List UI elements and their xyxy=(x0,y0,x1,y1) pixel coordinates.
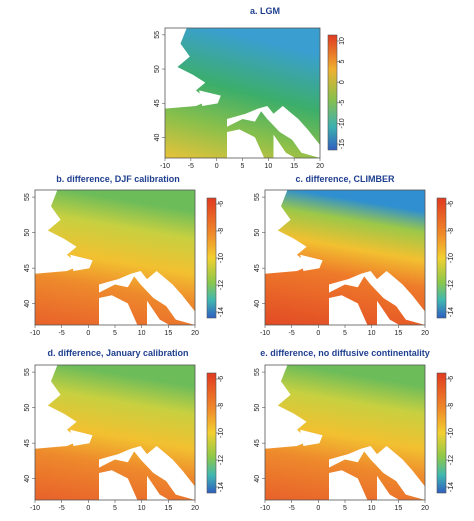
colorbar-label: -14 xyxy=(448,482,455,492)
y-tick-label: 40 xyxy=(254,300,261,308)
x-tick-label: -5 xyxy=(59,330,65,337)
colorbar xyxy=(436,197,447,319)
x-tick-label: 0 xyxy=(316,505,320,512)
x-tick-label: -10 xyxy=(30,505,40,512)
colorbar-label: -8 xyxy=(448,228,455,234)
x-tick-label: 20 xyxy=(191,505,199,512)
x-tick-label: 10 xyxy=(264,163,272,170)
x-tick-label: -5 xyxy=(289,330,295,337)
x-tick-label: -10 xyxy=(260,505,270,512)
x-tick-label: 10 xyxy=(138,330,146,337)
colorbar-label: -8 xyxy=(218,403,225,409)
x-tick-label: 5 xyxy=(343,330,347,337)
x-tick-label: 5 xyxy=(343,505,347,512)
colorbar xyxy=(206,372,217,494)
colorbar-label: -12 xyxy=(448,455,455,465)
y-tick-label: 55 xyxy=(24,368,31,376)
colorbar-label: -6 xyxy=(448,376,455,382)
x-tick-label: 0 xyxy=(215,163,219,170)
x-tick-label: 0 xyxy=(86,505,90,512)
x-tick-label: 0 xyxy=(316,330,320,337)
y-tick-label: 50 xyxy=(254,404,261,412)
panel-title: d. difference, January calibration xyxy=(47,348,188,358)
colorbar-label: -12 xyxy=(218,280,225,290)
y-tick-label: 40 xyxy=(254,475,261,483)
colorbar-label: 10 xyxy=(339,37,346,45)
y-tick-label: 55 xyxy=(24,193,31,201)
x-tick-label: 10 xyxy=(368,330,376,337)
y-tick-label: 45 xyxy=(24,439,31,447)
x-tick-label: 0 xyxy=(86,330,90,337)
x-tick-label: 5 xyxy=(113,505,117,512)
x-tick-label: 20 xyxy=(421,330,429,337)
colorbar-label: -10 xyxy=(218,253,225,263)
x-tick-label: -10 xyxy=(260,330,270,337)
colorbar-label: -6 xyxy=(448,201,455,207)
x-tick-label: -10 xyxy=(160,163,170,170)
x-tick-label: -10 xyxy=(30,330,40,337)
colorbar-label: -15 xyxy=(339,139,346,149)
map-panel: c. difference, CLIMBER -10 -5 0 5 10 15 20 55 50 4… xyxy=(254,174,455,337)
colorbar-label: -8 xyxy=(448,403,455,409)
x-tick-label: -5 xyxy=(188,163,194,170)
colorbar-label: -12 xyxy=(448,280,455,290)
x-tick-label: 15 xyxy=(164,330,172,337)
y-tick-label: 50 xyxy=(24,229,31,237)
colorbar-label: -5 xyxy=(339,100,346,106)
x-tick-label: 20 xyxy=(191,330,199,337)
y-tick-label: 45 xyxy=(254,439,261,447)
panel-title: e. difference, no diffusive continentali… xyxy=(260,348,430,358)
panel-title: b. difference, DJF calibration xyxy=(56,174,180,184)
y-tick-label: 45 xyxy=(254,264,261,272)
colorbar xyxy=(206,197,217,319)
y-tick-label: 40 xyxy=(24,300,31,308)
y-tick-label: 55 xyxy=(254,368,261,376)
panel-title: a. LGM xyxy=(250,6,280,16)
x-tick-label: 15 xyxy=(164,505,172,512)
y-tick-label: 55 xyxy=(254,193,261,201)
colorbar-label: 5 xyxy=(339,60,346,64)
colorbar xyxy=(327,34,338,151)
colorbar-label: 0 xyxy=(339,80,346,84)
y-tick-label: 40 xyxy=(24,475,31,483)
colorbar-label: -10 xyxy=(448,428,455,438)
x-tick-label: -5 xyxy=(289,505,295,512)
map-panel: b. difference, DJF calibration -10 -5 0 5 10 1… xyxy=(24,174,225,337)
x-tick-label: 10 xyxy=(368,505,376,512)
x-tick-label: 20 xyxy=(421,505,429,512)
panel-title: c. difference, CLIMBER xyxy=(295,174,395,184)
colorbar-label: -6 xyxy=(218,201,225,207)
colorbar-label: -14 xyxy=(448,307,455,317)
x-tick-label: 10 xyxy=(138,505,146,512)
y-tick-label: 50 xyxy=(24,404,31,412)
colorbar-label: -10 xyxy=(448,253,455,263)
x-tick-label: 15 xyxy=(394,505,402,512)
colorbar-label: -12 xyxy=(218,455,225,465)
y-tick-label: 50 xyxy=(254,229,261,237)
map-panel: e. difference, no diffusive continentali… xyxy=(254,348,455,512)
colorbar-label: -8 xyxy=(218,228,225,234)
y-tick-label: 45 xyxy=(24,264,31,272)
x-tick-label: 15 xyxy=(290,163,298,170)
colorbar-label: -14 xyxy=(218,482,225,492)
x-tick-label: 5 xyxy=(241,163,245,170)
x-tick-label: 20 xyxy=(316,163,324,170)
x-tick-label: 5 xyxy=(113,330,117,337)
map-panel: d. difference, January calibration -10 -5 0… xyxy=(24,348,225,512)
y-tick-label: 40 xyxy=(154,133,161,141)
colorbar-label: -6 xyxy=(218,376,225,382)
x-tick-label: 15 xyxy=(394,330,402,337)
x-tick-label: -5 xyxy=(59,505,65,512)
colorbar-label: -14 xyxy=(218,307,225,317)
colorbar-label: -10 xyxy=(218,428,225,438)
colorbar xyxy=(436,372,447,494)
y-tick-label: 45 xyxy=(154,99,161,107)
y-tick-label: 55 xyxy=(154,31,161,39)
y-tick-label: 50 xyxy=(154,65,161,73)
colorbar-label: -10 xyxy=(339,118,346,128)
